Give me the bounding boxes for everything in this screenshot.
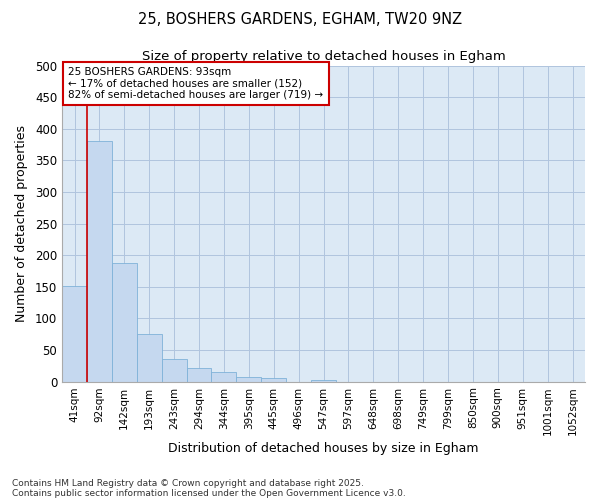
Bar xyxy=(137,334,161,382)
Bar xyxy=(261,378,286,382)
Bar xyxy=(187,368,211,382)
Text: Contains public sector information licensed under the Open Government Licence v3: Contains public sector information licen… xyxy=(12,488,406,498)
Bar xyxy=(211,372,236,382)
Bar xyxy=(87,142,112,382)
Bar xyxy=(311,380,336,382)
Bar xyxy=(112,264,137,382)
Text: 25, BOSHERS GARDENS, EGHAM, TW20 9NZ: 25, BOSHERS GARDENS, EGHAM, TW20 9NZ xyxy=(138,12,462,28)
Bar xyxy=(62,286,87,382)
X-axis label: Distribution of detached houses by size in Egham: Distribution of detached houses by size … xyxy=(168,442,479,455)
Text: 25 BOSHERS GARDENS: 93sqm
← 17% of detached houses are smaller (152)
82% of semi: 25 BOSHERS GARDENS: 93sqm ← 17% of detac… xyxy=(68,67,323,100)
Title: Size of property relative to detached houses in Egham: Size of property relative to detached ho… xyxy=(142,50,505,63)
Bar xyxy=(161,359,187,382)
Y-axis label: Number of detached properties: Number of detached properties xyxy=(15,125,28,322)
Bar xyxy=(236,377,261,382)
Text: Contains HM Land Registry data © Crown copyright and database right 2025.: Contains HM Land Registry data © Crown c… xyxy=(12,478,364,488)
